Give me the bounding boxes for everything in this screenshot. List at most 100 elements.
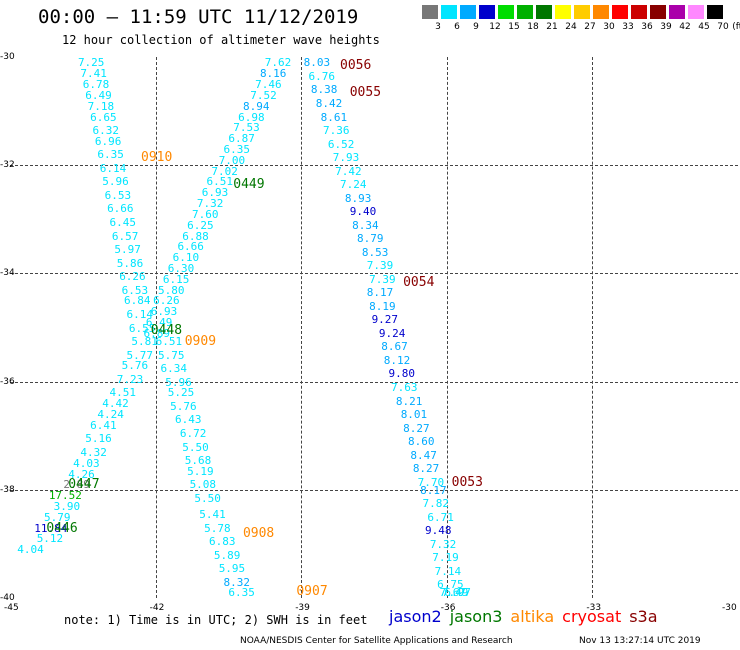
wave-height-value: 8.19 bbox=[369, 299, 396, 313]
map-plot-area[interactable]: 7.25 7.41 6.78 6.49 7.18 6.65 6.32 6.96 6.35 6.14… bbox=[10, 57, 738, 598]
pass-number-label: 0446 bbox=[46, 520, 78, 536]
wave-height-value: 7.14 bbox=[434, 564, 462, 578]
color-swatch bbox=[574, 5, 590, 19]
wave-height-value: 5.76 bbox=[121, 359, 149, 373]
wave-height-value: 6.87 bbox=[228, 132, 255, 146]
wave-height-value: 6.32 bbox=[92, 124, 120, 138]
wave-height-value: 6.14 bbox=[99, 161, 127, 175]
wave-height-value: 6.98 bbox=[238, 110, 265, 124]
color-scale-label: 12 bbox=[489, 22, 501, 32]
color-swatch bbox=[479, 5, 495, 19]
wave-height-value: 9.24 bbox=[378, 326, 406, 340]
wave-height-value: 6.89 bbox=[143, 326, 170, 340]
wave-height-value: 6.75 bbox=[437, 578, 464, 592]
wave-height-value: 6.15 bbox=[162, 272, 190, 286]
wave-height-value: 4.03 bbox=[73, 456, 100, 470]
wave-height-value: 4.42 bbox=[102, 397, 129, 411]
longitude-grid-line bbox=[155, 57, 157, 598]
wave-height-value: 6.53 bbox=[104, 188, 132, 202]
wave-height-value: 8.38 bbox=[310, 83, 338, 97]
wave-height-value: 8.32 bbox=[223, 575, 251, 589]
color-scale-label: 70 bbox=[717, 22, 729, 32]
color-scale-label: 45 bbox=[698, 22, 710, 32]
color-swatch bbox=[631, 5, 647, 19]
wave-height-value: 7.82 bbox=[422, 497, 450, 511]
pass-number-label: 0054 bbox=[403, 274, 435, 290]
color-swatch bbox=[441, 5, 457, 19]
satellite-name-s3a: s3a bbox=[629, 607, 658, 626]
wave-height-value: 7.19 bbox=[432, 551, 459, 565]
credit-text: NOAA/NESDIS Center for Satellite Applica… bbox=[240, 636, 513, 646]
wave-height-value: 6.30 bbox=[167, 261, 195, 275]
wave-height-value: 5.08 bbox=[189, 478, 217, 492]
wave-height-value: 7.46 bbox=[255, 78, 282, 92]
wave-height-value: 8.16 bbox=[259, 67, 287, 81]
color-swatch bbox=[536, 5, 552, 19]
wave-height-value: 7.62 bbox=[264, 56, 292, 70]
map-title: 00:00 – 11:59 UTC 11/12/2019 bbox=[38, 6, 359, 28]
longitude-label: -33 bbox=[586, 603, 602, 613]
wave-height-value: 8.47 bbox=[410, 448, 437, 462]
wave-height-value: 6.49 bbox=[85, 88, 112, 102]
latitude-label: -34 bbox=[0, 268, 15, 279]
wave-height-value: 3.90 bbox=[53, 500, 81, 514]
wave-height-value: 5.78 bbox=[204, 521, 231, 535]
color-scale-label: 42 bbox=[679, 22, 691, 32]
wave-height-value: 7.41 bbox=[80, 67, 107, 81]
wave-height-value: 5.80 bbox=[158, 283, 185, 297]
wave-height-value: 7.49 bbox=[441, 586, 469, 599]
wave-height-value: 6.76 bbox=[308, 69, 335, 83]
wave-height-value: 8.03 bbox=[303, 56, 331, 70]
wave-height-value: 6.35 bbox=[223, 142, 251, 156]
wave-height-value: 6.84 bbox=[124, 294, 151, 308]
longitude-grid-line bbox=[592, 57, 594, 598]
wave-height-value: 6.96 bbox=[94, 134, 122, 148]
wave-height-value: 4.32 bbox=[80, 445, 107, 459]
wave-height-value: 6.45 bbox=[109, 216, 136, 229]
wave-height-value: 7.39 bbox=[369, 272, 396, 286]
wave-height-value: 7.52 bbox=[250, 88, 277, 102]
color-scale-label: 18 bbox=[527, 22, 539, 32]
wave-height-value: 7.02 bbox=[211, 164, 238, 178]
longitude-label: -42 bbox=[149, 603, 165, 613]
wave-height-value: 6.41 bbox=[90, 418, 117, 432]
wave-height-value: 6.35 bbox=[228, 586, 255, 599]
wave-height-value: 9.80 bbox=[388, 367, 416, 381]
pass-number-label: 0910 bbox=[141, 150, 173, 166]
wave-height-value: 9.27 bbox=[371, 313, 399, 327]
latitude-grid-line bbox=[10, 273, 738, 275]
wave-height-value: 8.94 bbox=[242, 99, 270, 113]
color-scale-label: 21 bbox=[546, 22, 558, 32]
wave-height-value: 7.25 bbox=[77, 56, 105, 70]
wave-height-value: 5.75 bbox=[158, 348, 185, 362]
wave-height-value: 7.93 bbox=[332, 151, 360, 165]
wave-height-value: 6.55 bbox=[128, 321, 156, 335]
wave-height-value: 5.68 bbox=[184, 454, 212, 468]
wave-height-value: 7.60 bbox=[192, 207, 219, 221]
wave-height-value: 4.26 bbox=[68, 467, 95, 481]
wave-height-value: 8.27 bbox=[412, 462, 440, 476]
color-scale-label: 6 bbox=[454, 22, 460, 32]
wave-height-value: 5.81 bbox=[131, 335, 158, 349]
latitude-label: -30 bbox=[0, 52, 15, 62]
pass-number-label: 0053 bbox=[451, 474, 483, 490]
wave-height-value: 8.12 bbox=[383, 353, 411, 367]
wave-height-value: 7.32 bbox=[196, 197, 224, 211]
wave-height-value: 9.40 bbox=[349, 205, 377, 219]
generated-timestamp: Nov 13 13:27:14 UTC 2019 bbox=[579, 636, 701, 646]
wave-height-value: 6.14 bbox=[126, 307, 153, 321]
wave-height-value: 6.35 bbox=[97, 148, 124, 162]
wave-height-value: 5.86 bbox=[116, 256, 144, 270]
wave-height-value: 8.17 bbox=[366, 286, 394, 300]
wave-height-value: 5.50 bbox=[182, 440, 209, 454]
wave-height-value: 7.23 bbox=[116, 372, 144, 386]
wave-height-value: 7.67 bbox=[439, 586, 467, 599]
color-swatch bbox=[650, 5, 666, 19]
footer-note: note: 1) Time is in UTC; 2) SWH is in fe… bbox=[64, 613, 368, 627]
pass-number-label: 0908 bbox=[242, 526, 275, 542]
wave-height-value: 5.50 bbox=[194, 491, 221, 505]
color-scale-unit: (ft) bbox=[732, 22, 740, 32]
latitude-grid-line bbox=[10, 381, 738, 383]
color-scale-label: 33 bbox=[622, 22, 634, 32]
